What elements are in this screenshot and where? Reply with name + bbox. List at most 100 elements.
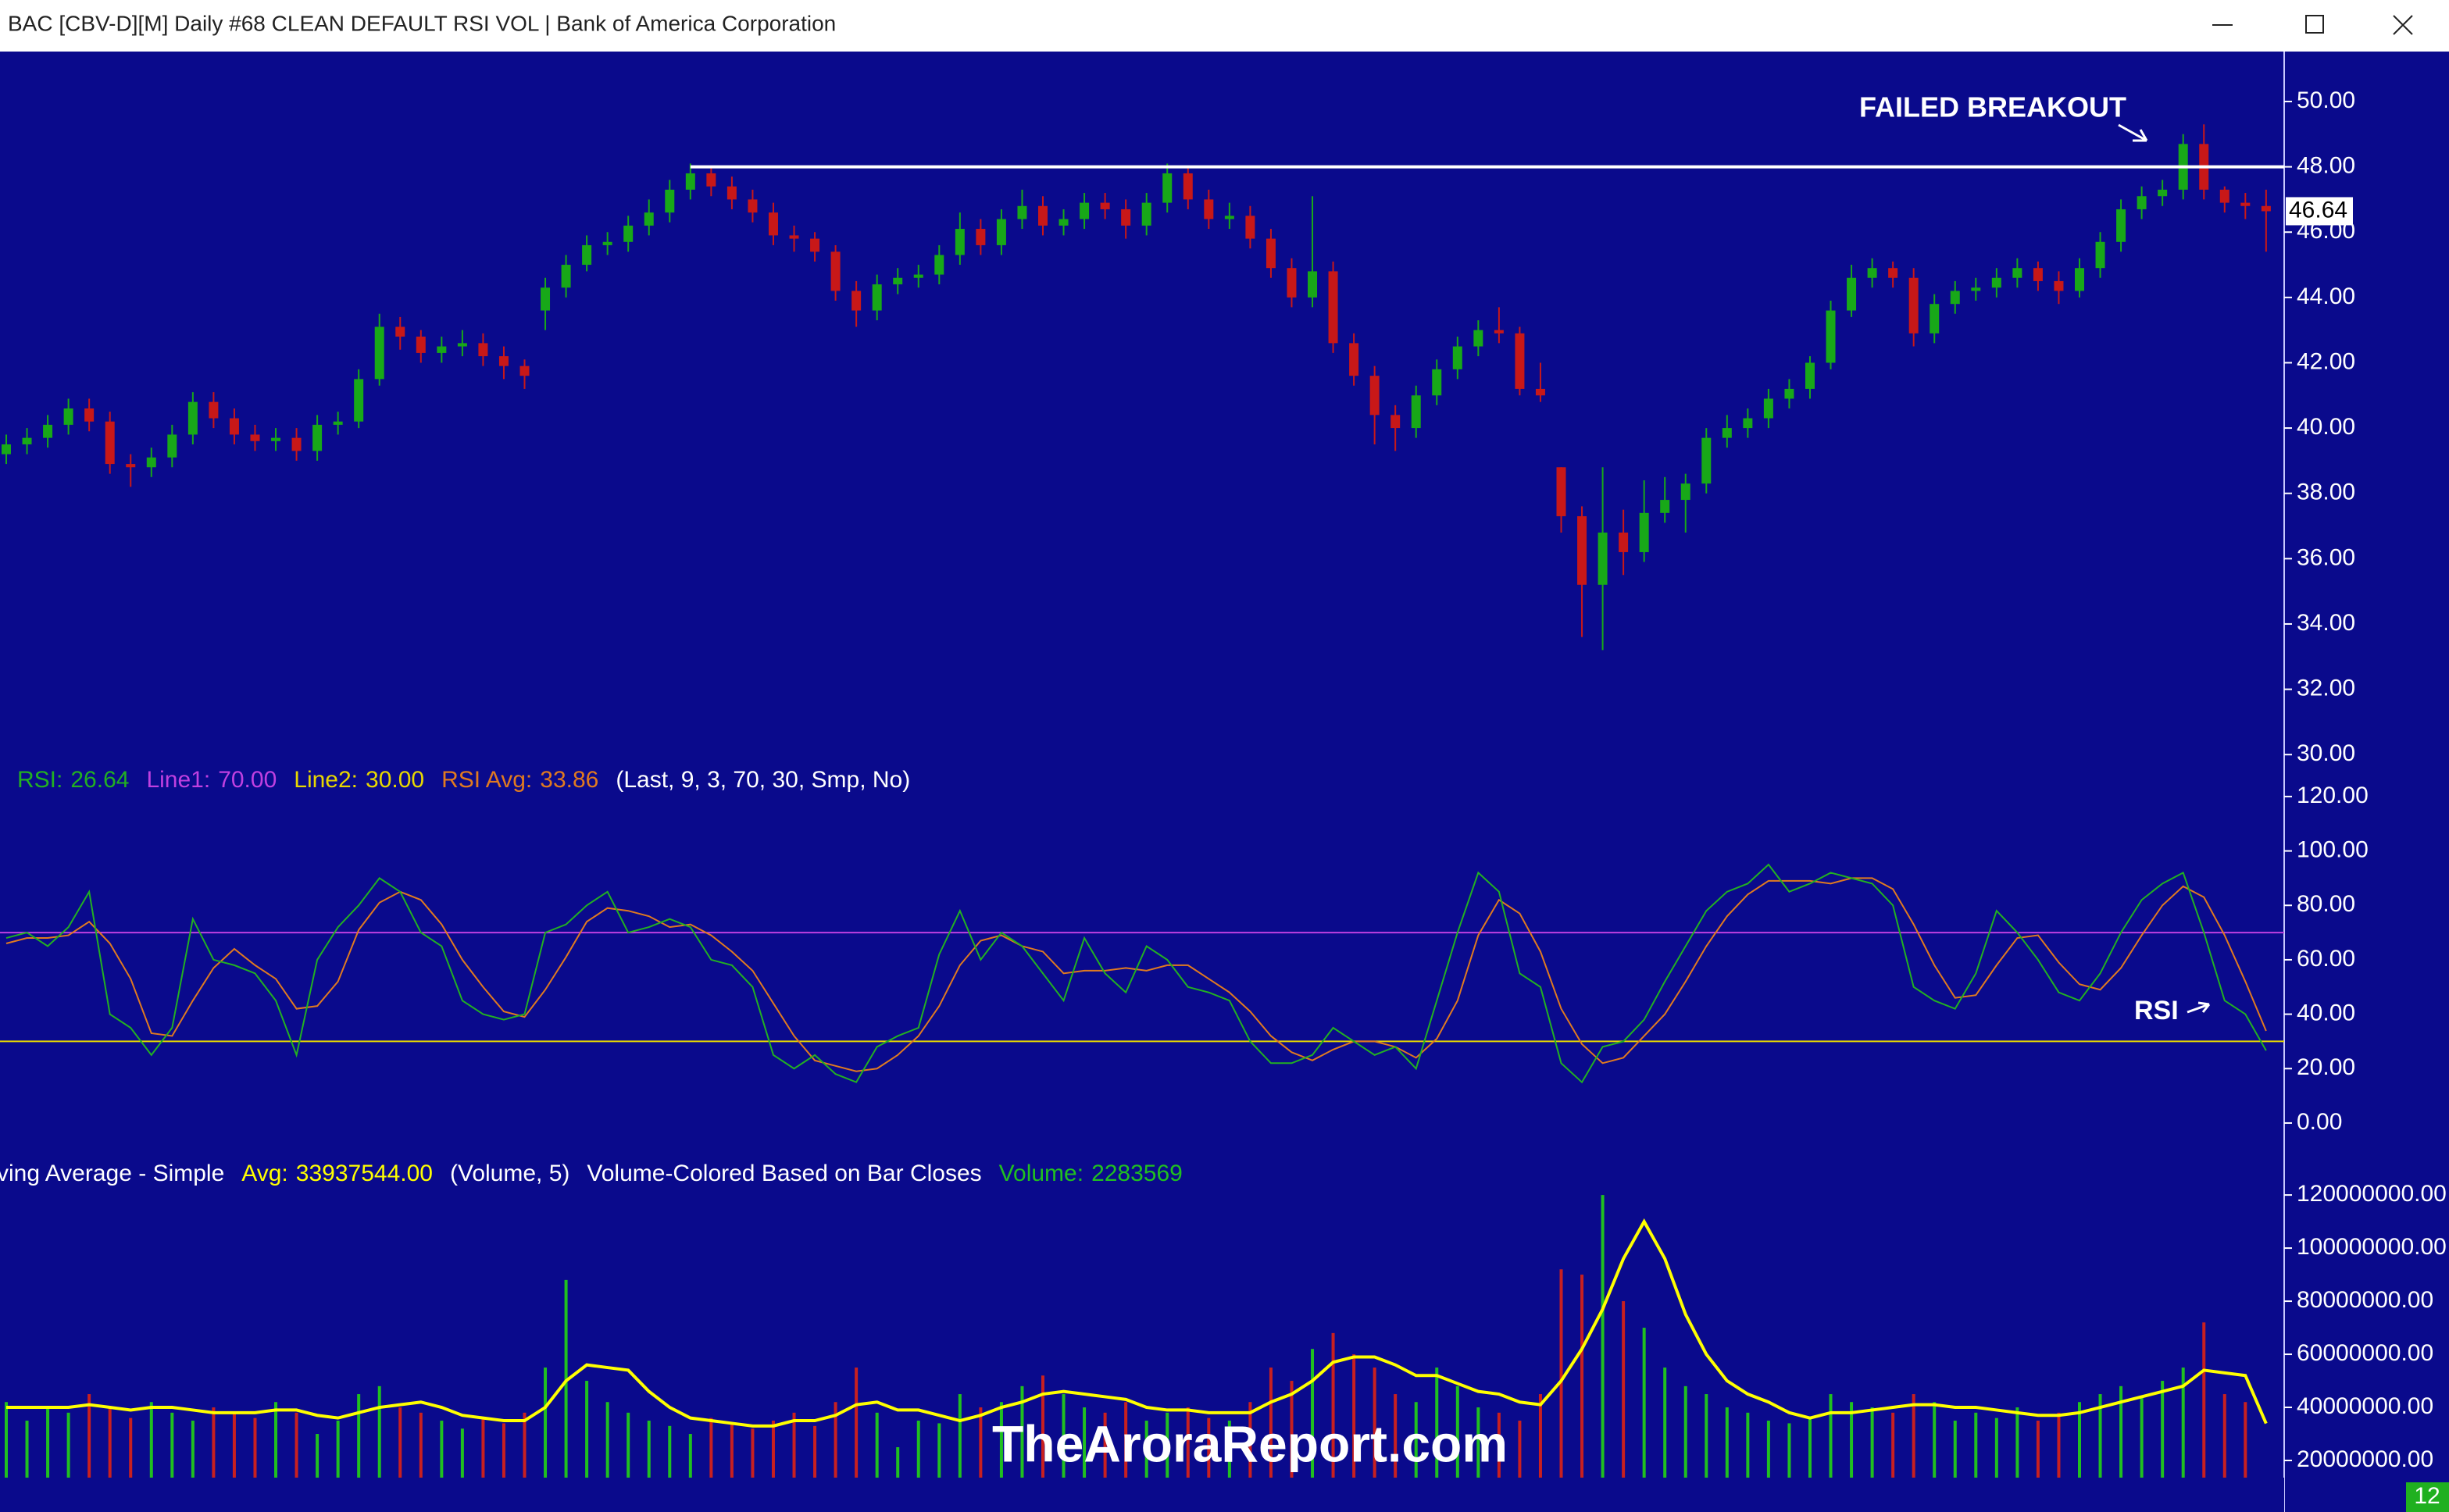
candle-body	[1328, 271, 1338, 344]
candle-body	[1743, 418, 1753, 429]
rsi-line	[5, 863, 2267, 1084]
y-tick-label: 60.00	[2297, 946, 2355, 972]
candle-body	[1930, 304, 1940, 333]
volume-bar	[336, 1421, 340, 1512]
legend-item: Line2:	[294, 767, 358, 793]
volume-bar	[274, 1402, 278, 1512]
volume-bar	[585, 1381, 589, 1512]
legend-item: RSI Avg:	[441, 767, 532, 793]
volume-bar	[1953, 1421, 1957, 1512]
volume-bar	[855, 1368, 859, 1512]
y-tick-label: 50.00	[2297, 87, 2355, 113]
volume-bar	[460, 1428, 464, 1512]
candle-body	[1619, 532, 1629, 552]
legend-item: ving Average - Simple	[0, 1161, 224, 1186]
candle-body	[1515, 333, 1525, 389]
candle-body	[768, 212, 778, 236]
corner-label: 12	[2414, 1483, 2440, 1509]
volume-bar	[1352, 1354, 1356, 1512]
annotation: FAILED BREAKOUT	[1859, 91, 2126, 123]
candle-body	[851, 291, 862, 311]
volume-bar	[440, 1421, 444, 1512]
candle-body	[498, 356, 509, 366]
volume-bar	[1559, 1269, 1563, 1512]
y-tick-label: 120000000.00	[2297, 1181, 2447, 1207]
volume-bar	[1870, 1407, 1874, 1512]
candle-body	[1224, 216, 1234, 219]
annotation-arrow	[2187, 1001, 2211, 1014]
maximize-button[interactable]	[2305, 15, 2324, 34]
y-tick-label: 20000000.00	[2297, 1446, 2433, 1472]
candle-body	[1535, 388, 1545, 396]
volume-bar	[1766, 1421, 1770, 1512]
candle-body	[2240, 202, 2251, 206]
y-tick-label: 34.00	[2297, 610, 2355, 636]
last-price-label: 46.64	[2289, 197, 2347, 223]
candle-body	[685, 173, 695, 190]
volume-bar	[1476, 1407, 1480, 1512]
volume-bar	[1891, 1412, 1895, 1512]
annotation-arrow	[2118, 123, 2148, 142]
candle-body	[43, 424, 53, 438]
candle-body	[437, 346, 447, 353]
volume-bar	[1144, 1421, 1148, 1512]
volume-bar	[1435, 1368, 1439, 1512]
volume-bar	[1062, 1394, 1066, 1512]
volume-bar	[605, 1402, 609, 1512]
candle-body	[22, 437, 32, 444]
candle-body	[2137, 196, 2147, 209]
volume-bar	[1642, 1328, 1646, 1512]
close-button[interactable]	[2393, 15, 2413, 35]
volume-bar	[1227, 1421, 1231, 1512]
volume-bar	[1497, 1412, 1501, 1512]
volume-bar	[108, 1407, 112, 1512]
legend-item: 30.00	[366, 767, 424, 793]
candle-body	[2054, 280, 2064, 291]
candle-body	[1722, 428, 1732, 438]
candle-body	[1121, 209, 1131, 226]
volume-bar	[2036, 1421, 2040, 1512]
candle-body	[748, 199, 758, 213]
candle-body	[1100, 202, 1110, 209]
volume-bar	[5, 1402, 8, 1512]
y-tick-label: 32.00	[2297, 676, 2355, 701]
candle-body	[1805, 362, 1815, 389]
candle-body	[2075, 268, 2084, 291]
candle-body	[2, 444, 11, 455]
candle-body	[789, 235, 799, 239]
volume-bar	[1083, 1407, 1087, 1512]
candle-body	[1660, 500, 1670, 513]
candle-body	[84, 408, 95, 422]
legend-item: 33.86	[540, 767, 598, 793]
volume-bar	[295, 1412, 298, 1512]
legend-item: (Last, 9, 3, 70, 30, Smp, No)	[616, 767, 910, 793]
candle-body	[209, 401, 219, 419]
candle-body	[1473, 330, 1483, 347]
volume-bar	[1269, 1368, 1273, 1512]
candle-body	[665, 189, 675, 213]
candle-body	[582, 244, 592, 266]
volume-bar	[688, 1434, 692, 1512]
candle-body	[1639, 512, 1649, 552]
volume-bar	[1331, 1332, 1335, 1512]
volume-bar	[916, 1421, 920, 1512]
volume-bar	[502, 1423, 505, 1512]
volume-bar	[232, 1412, 236, 1512]
candle-body	[1784, 388, 1794, 399]
candle-body	[1058, 219, 1069, 226]
volume-bar	[999, 1402, 1003, 1512]
candle-body	[187, 401, 198, 435]
volume-average-line	[6, 1218, 2268, 1428]
candle-body	[1038, 205, 1048, 226]
volume-bar	[1455, 1385, 1459, 1512]
volume-bar	[25, 1421, 29, 1512]
volume-bar	[2119, 1385, 2123, 1512]
volume-bar	[1373, 1368, 1376, 1512]
volume-bar	[1933, 1402, 1937, 1512]
volume-bar	[46, 1407, 50, 1512]
volume-bar	[170, 1412, 174, 1512]
candle-body	[2219, 189, 2229, 203]
